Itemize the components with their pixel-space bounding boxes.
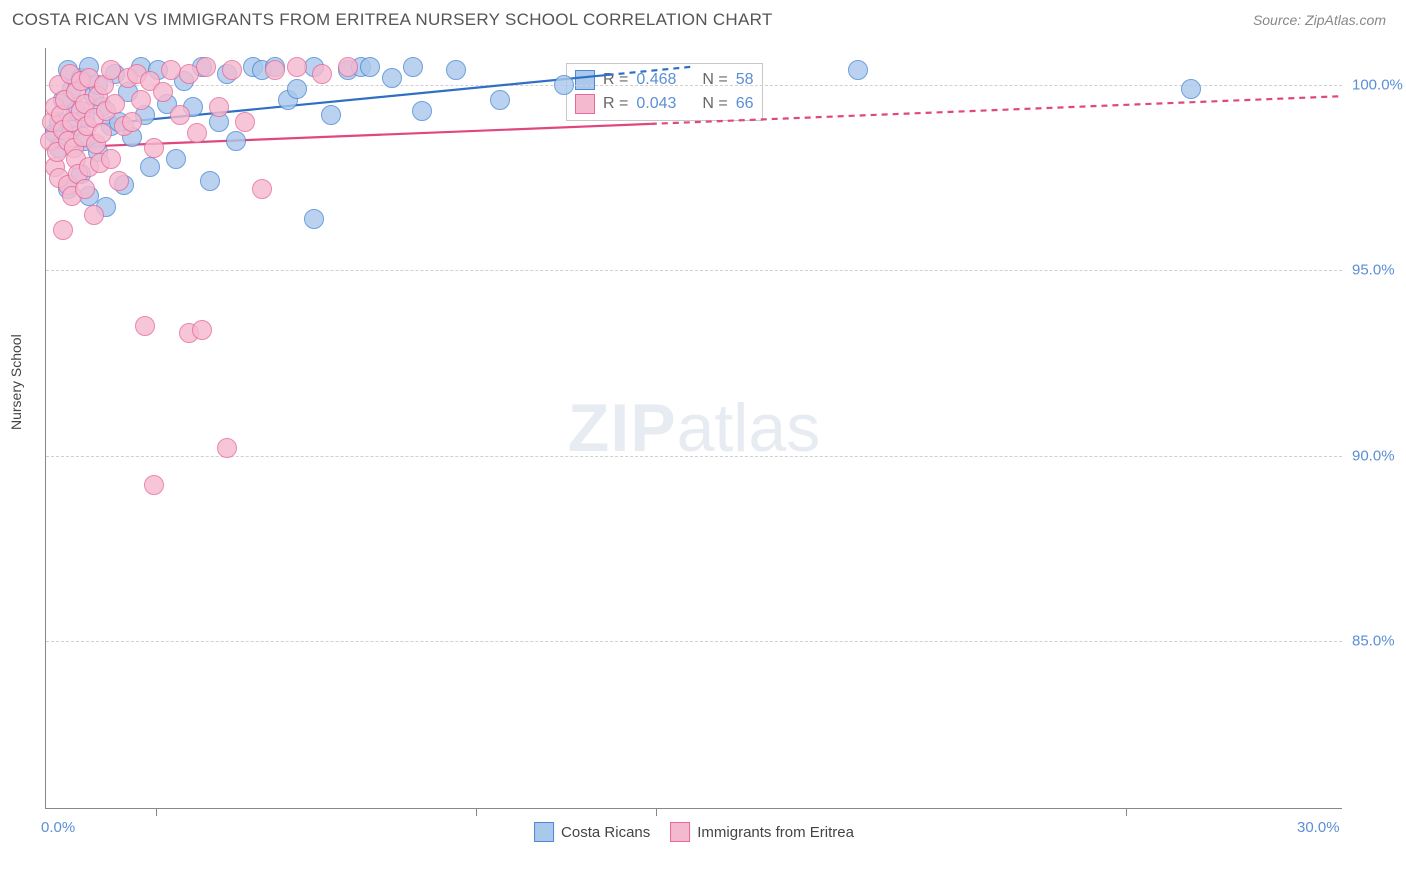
chart-plot-area: ZIPatlas R =0.468N =58R =0.043N =66 Cost…: [45, 48, 1342, 809]
x-tick-mark: [656, 808, 657, 816]
scatter-point-pink: [144, 475, 164, 495]
r-value: 0.043: [636, 95, 676, 113]
watermark-atlas: atlas: [677, 390, 821, 466]
scatter-point-pink: [235, 112, 255, 132]
legend-swatch-blue-icon: [534, 822, 554, 842]
stats-row-blue: R = 0.468 N = 58: [575, 68, 754, 92]
scatter-point-pink: [109, 171, 129, 191]
scatter-point-blue: [226, 131, 246, 151]
x-tick-label: 30.0%: [1297, 819, 1340, 836]
scatter-point-pink: [84, 205, 104, 225]
n-value: 66: [736, 95, 754, 113]
x-tick-mark: [156, 808, 157, 816]
scatter-point-pink: [105, 94, 125, 114]
scatter-point-pink: [187, 123, 207, 143]
r-value: 0.468: [636, 71, 676, 89]
gridline-h: [46, 270, 1342, 271]
scatter-point-blue: [554, 75, 574, 95]
legend-item-pink: Immigrants from Eritrea: [670, 822, 854, 842]
trend-svg: [46, 48, 1342, 808]
scatter-point-pink: [338, 57, 358, 77]
scatter-point-pink: [92, 123, 112, 143]
r-label: R =: [603, 95, 628, 113]
gridline-h: [46, 641, 1342, 642]
legend-label: Immigrants from Eritrea: [697, 824, 854, 841]
source-label: Source: ZipAtlas.com: [1253, 12, 1386, 28]
chart-title: COSTA RICAN VS IMMIGRANTS FROM ERITREA N…: [12, 10, 773, 30]
scatter-point-pink: [222, 60, 242, 80]
scatter-point-pink: [252, 179, 272, 199]
n-label: N =: [702, 95, 727, 113]
gridline-h: [46, 456, 1342, 457]
legend-item-blue: Costa Ricans: [534, 822, 650, 842]
y-tick-label: 85.0%: [1352, 633, 1406, 650]
n-value: 58: [736, 71, 754, 89]
scatter-point-blue: [360, 57, 380, 77]
x-tick-mark: [476, 808, 477, 816]
scatter-point-blue: [140, 157, 160, 177]
n-label: N =: [702, 71, 727, 89]
scatter-point-blue: [446, 60, 466, 80]
legend-swatch-pink-icon: [670, 822, 690, 842]
scatter-point-pink: [312, 64, 332, 84]
y-tick-label: 90.0%: [1352, 447, 1406, 464]
stats-legend: R = 0.468 N = 58 R = 0.043 N = 66: [566, 63, 763, 121]
swatch-pink-icon: [575, 94, 595, 114]
gridline-h: [46, 85, 1342, 86]
scatter-point-blue: [200, 171, 220, 191]
scatter-point-pink: [144, 138, 164, 158]
scatter-point-pink: [170, 105, 190, 125]
scatter-point-blue: [287, 79, 307, 99]
scatter-point-blue: [382, 68, 402, 88]
y-tick-label: 100.0%: [1352, 77, 1406, 94]
scatter-point-blue: [490, 90, 510, 110]
scatter-point-pink: [217, 438, 237, 458]
y-axis-label: Nursery School: [8, 334, 24, 430]
scatter-point-blue: [412, 101, 432, 121]
swatch-blue-icon: [575, 70, 595, 90]
scatter-point-pink: [135, 316, 155, 336]
scatter-point-pink: [265, 60, 285, 80]
scatter-point-blue: [304, 209, 324, 229]
scatter-point-pink: [131, 90, 151, 110]
scatter-point-blue: [1181, 79, 1201, 99]
scatter-point-pink: [53, 220, 73, 240]
scatter-point-blue: [166, 149, 186, 169]
scatter-point-pink: [153, 82, 173, 102]
scatter-point-pink: [287, 57, 307, 77]
legend-label: Costa Ricans: [561, 824, 650, 841]
scatter-point-pink: [192, 320, 212, 340]
scatter-point-pink: [209, 97, 229, 117]
x-tick-label: 0.0%: [41, 819, 75, 836]
scatter-point-pink: [101, 149, 121, 169]
scatter-point-blue: [848, 60, 868, 80]
y-tick-label: 95.0%: [1352, 262, 1406, 279]
scatter-point-pink: [122, 112, 142, 132]
scatter-point-blue: [403, 57, 423, 77]
stats-row-pink: R = 0.043 N = 66: [575, 92, 754, 116]
r-label: R =: [603, 71, 628, 89]
series-legend: Costa Ricans Immigrants from Eritrea: [534, 822, 854, 842]
watermark-zip: ZIP: [568, 390, 677, 466]
scatter-point-pink: [196, 57, 216, 77]
scatter-point-blue: [321, 105, 341, 125]
x-tick-mark: [1126, 808, 1127, 816]
scatter-point-pink: [75, 179, 95, 199]
